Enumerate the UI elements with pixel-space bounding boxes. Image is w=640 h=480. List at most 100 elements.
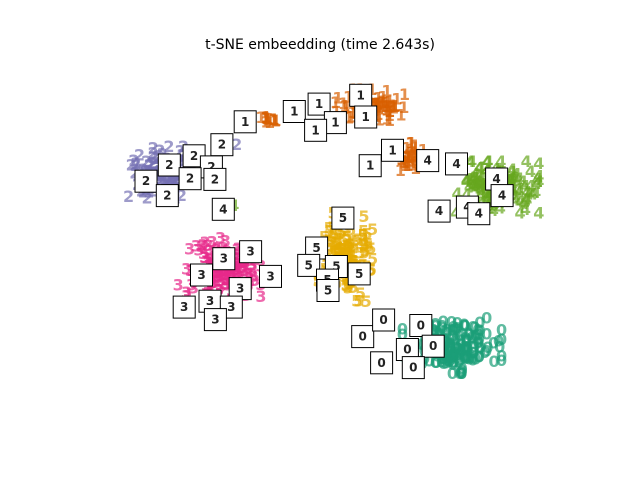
digit-point-4: 4: [465, 152, 476, 171]
digit-point-0: 0: [464, 350, 475, 369]
digit-point-0: 0: [459, 316, 470, 335]
thumbnail-2: 2: [155, 184, 179, 208]
digit-point-1: 1: [270, 111, 281, 130]
digit-point-2: 2: [176, 186, 187, 205]
digit-point-1: 1: [384, 92, 395, 111]
digit-point-1: 1: [390, 96, 401, 115]
digit-point-1: 1: [405, 133, 416, 152]
digit-point-1: 1: [261, 108, 272, 127]
digit-point-5: 5: [344, 235, 355, 254]
thumbnail-0: 0: [421, 334, 445, 358]
digit-point-4: 4: [517, 172, 528, 191]
digit-point-0: 0: [450, 319, 461, 338]
digit-point-5: 5: [361, 292, 372, 311]
digit-point-1: 1: [264, 110, 275, 129]
digit-point-4: 4: [531, 174, 542, 193]
thumbnail-box: [347, 262, 371, 286]
digit-point-1: 1: [338, 94, 349, 113]
digit-point-3: 3: [231, 240, 242, 259]
digit-point-4: 4: [488, 201, 499, 220]
digit-point-5: 5: [353, 292, 364, 311]
digit-point-1: 1: [339, 96, 350, 115]
thumbnail-digit: 0: [359, 330, 367, 344]
digit-point-5: 5: [328, 225, 339, 244]
digit-point-1: 1: [391, 89, 402, 108]
digit-point-3: 3: [243, 264, 254, 283]
digit-point-2: 2: [130, 156, 141, 175]
digit-point-3: 3: [208, 273, 219, 292]
digit-point-0: 0: [455, 341, 466, 360]
thumbnail-box: [358, 154, 382, 178]
digit-point-5: 5: [343, 250, 354, 269]
digit-point-1: 1: [382, 93, 393, 112]
digit-point-0: 0: [461, 332, 472, 351]
digit-point-5: 5: [360, 242, 371, 261]
digit-point-3: 3: [181, 283, 192, 302]
digit-point-4: 4: [515, 193, 526, 212]
digit-point-3: 3: [212, 264, 223, 283]
thumbnail-box: [259, 264, 282, 288]
digit-point-0: 0: [444, 339, 455, 358]
digit-point-1: 1: [381, 82, 392, 101]
digit-point-3: 3: [205, 250, 216, 269]
digit-point-0: 0: [468, 337, 479, 356]
digit-point-0: 0: [447, 364, 458, 383]
digit-point-4: 4: [479, 176, 490, 195]
digit-point-1: 1: [381, 101, 392, 120]
digit-point-5: 5: [342, 227, 353, 246]
thumbnail-box: [212, 247, 236, 271]
digit-point-3: 3: [232, 253, 243, 272]
digit-point-3: 3: [231, 261, 242, 280]
digit-point-1: 1: [377, 92, 388, 111]
thumbnail-digit: 4: [498, 189, 506, 203]
thumbnail-5: 5: [347, 262, 371, 286]
digit-point-0: 0: [473, 334, 484, 353]
digit-point-2: 2: [148, 144, 159, 163]
thumbnail-4: 4: [416, 149, 440, 173]
thumbnail-5: 5: [316, 279, 340, 302]
digit-point-3: 3: [202, 253, 213, 272]
digit-point-5: 5: [358, 207, 369, 226]
digit-point-5: 5: [342, 237, 353, 256]
thumbnail-digit: 2: [207, 160, 215, 174]
digit-point-3: 3: [205, 241, 216, 260]
digit-point-4: 4: [463, 170, 474, 189]
digit-point-3: 3: [188, 279, 199, 298]
digit-point-0: 0: [444, 342, 455, 361]
thumbnail-3: 3: [190, 263, 213, 287]
digit-point-3: 3: [173, 275, 184, 294]
digit-point-0: 0: [438, 312, 449, 331]
digit-point-5: 5: [330, 234, 341, 253]
thumbnail-2: 2: [178, 167, 202, 191]
digit-point-4: 4: [525, 177, 536, 196]
digit-point-3: 3: [225, 266, 236, 285]
thumbnail-digit: 3: [197, 268, 205, 282]
digit-point-0: 0: [474, 347, 485, 366]
digit-point-2: 2: [128, 151, 139, 170]
digit-point-2: 2: [142, 189, 153, 208]
digit-point-2: 2: [163, 169, 174, 188]
thumbnail-2: 2: [134, 169, 158, 193]
digit-point-0: 0: [445, 330, 456, 349]
digit-point-2: 2: [130, 154, 141, 173]
digit-point-2: 2: [138, 160, 149, 179]
digit-point-2: 2: [169, 171, 180, 190]
digit-point-0: 0: [441, 321, 452, 340]
digit-point-5: 5: [355, 243, 366, 262]
digit-point-0: 0: [441, 351, 452, 370]
thumbnail-2: 2: [157, 153, 181, 177]
digit-point-1: 1: [401, 138, 412, 157]
digit-point-4: 4: [474, 158, 485, 177]
digit-point-0: 0: [470, 349, 481, 368]
digit-point-0: 0: [481, 342, 492, 361]
digit-point-1: 1: [384, 97, 395, 116]
digit-point-0: 0: [440, 354, 451, 373]
digit-point-0: 0: [447, 348, 458, 367]
digit-point-5: 5: [350, 231, 361, 250]
digit-point-0: 0: [463, 324, 474, 343]
thumbnail-digit: 1: [315, 97, 323, 111]
digit-point-4: 4: [495, 199, 506, 218]
digit-point-0: 0: [470, 326, 481, 345]
thumbnail-digit: 3: [211, 313, 219, 327]
